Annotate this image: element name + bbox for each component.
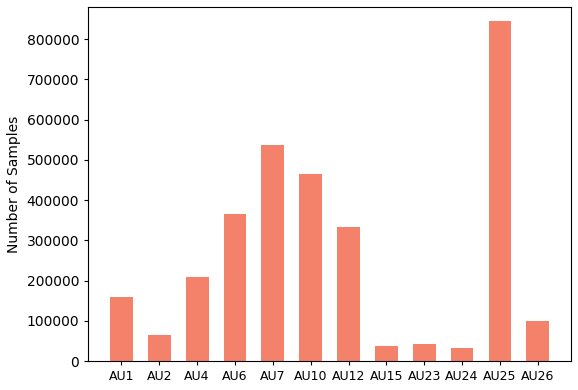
Bar [451,348,473,361]
Bar [110,297,133,361]
Bar [527,321,549,361]
Bar [299,174,322,361]
Y-axis label: Number of Samples: Number of Samples [7,115,21,253]
Bar [488,21,512,361]
Bar [186,277,209,361]
Bar [224,214,246,361]
Bar [261,145,284,361]
Bar [337,227,360,361]
Bar [375,346,398,361]
Bar [148,335,171,361]
Bar [413,344,436,361]
